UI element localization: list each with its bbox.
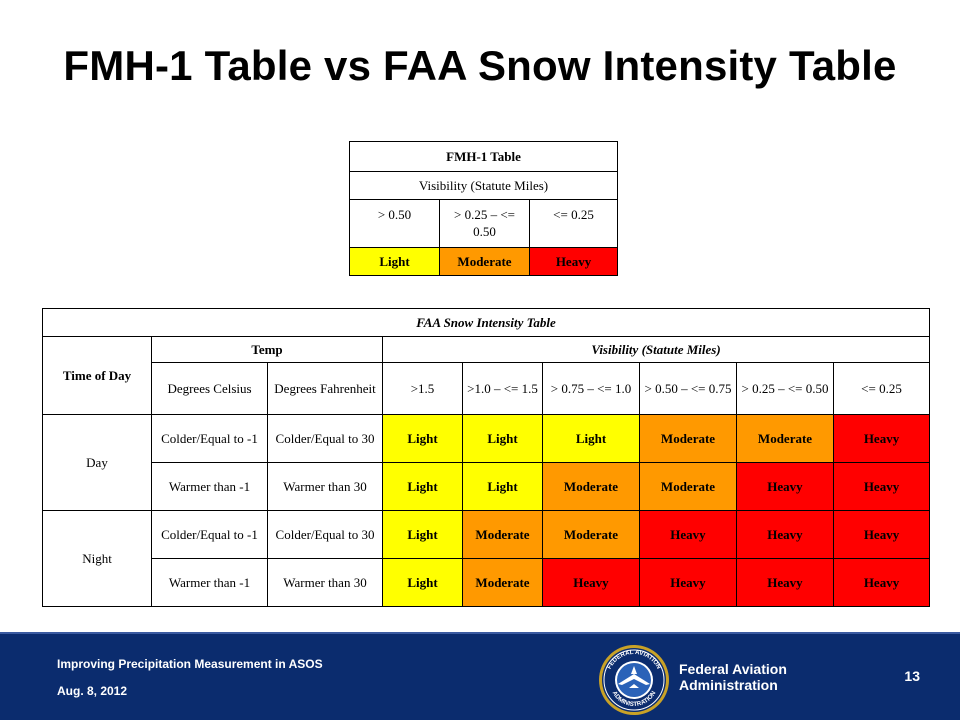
fmh-intensity-cell: Light [349, 247, 440, 276]
faa-seal-icon: FEDERAL AVIATION ADMINISTRATION [599, 645, 669, 715]
intensity-cell: Light [462, 414, 543, 463]
intensity-cell: Heavy [832, 414, 931, 463]
time-of-day-cell: Day [42, 414, 152, 511]
celsius-cell: Warmer than -1 [151, 462, 268, 511]
intensity-cell: Moderate [462, 510, 543, 559]
presentation-title: Improving Precipitation Measurement in A… [57, 657, 323, 671]
intensity-cell: Moderate [542, 510, 640, 559]
intensity-cell: Heavy [736, 462, 834, 511]
intensity-cell: Moderate [639, 462, 737, 511]
intensity-cell: Heavy [832, 558, 931, 607]
celsius-cell: Colder/Equal to -1 [151, 510, 268, 559]
time-of-day-cell: Night [42, 510, 152, 607]
footer-bar [0, 634, 960, 720]
faa-snow-intensity-table: FAA Snow Intensity Table Time of Day Tem… [41, 308, 931, 607]
visibility-column-header: > 0.50 – <= 0.75 [639, 362, 737, 415]
fahrenheit-cell: Warmer than 30 [267, 558, 383, 607]
intensity-cell: Moderate [639, 414, 737, 463]
intensity-cell: Heavy [736, 510, 834, 559]
fahrenheit-cell: Warmer than 30 [267, 462, 383, 511]
celsius-cell: Colder/Equal to -1 [151, 414, 268, 463]
temp-header: Temp [151, 336, 383, 363]
intensity-cell: Moderate [542, 462, 640, 511]
fmh-intensity-cell: Moderate [439, 247, 530, 276]
visibility-column-header: >1.5 [382, 362, 463, 415]
fmh-visibility-heading: Visibility (Statute Miles) [348, 171, 619, 200]
organization-name: Federal Aviation Administration [679, 661, 829, 693]
fahrenheit-column-header: Degrees Fahrenheit [267, 362, 383, 415]
intensity-cell: Heavy [542, 558, 640, 607]
intensity-cell: Heavy [832, 462, 931, 511]
fmh-table-heading: FMH-1 Table [348, 141, 619, 172]
table-row: Day Colder/Equal to -1 Colder/Equal to 3… [42, 414, 931, 511]
intensity-cell: Heavy [639, 558, 737, 607]
faa-table-heading: FAA Snow Intensity Table [41, 308, 931, 337]
time-of-day-header: Time of Day [42, 336, 152, 415]
visibility-header: Visibility (Statute Miles) [381, 336, 931, 363]
visibility-column-header: > 0.75 – <= 1.0 [542, 362, 640, 415]
intensity-cell: Light [462, 462, 543, 511]
organization-line-2: Administration [679, 677, 778, 693]
table-row: Warmer than -1 Warmer than 30 Light Mode… [43, 558, 931, 607]
intensity-cell: Moderate [736, 414, 834, 463]
intensity-cell: Light [382, 510, 463, 559]
presentation-date: Aug. 8, 2012 [57, 684, 128, 698]
fahrenheit-cell: Colder/Equal to 30 [267, 414, 383, 463]
celsius-cell: Warmer than -1 [151, 558, 268, 607]
intensity-cell: Light [382, 414, 463, 463]
footer-divider [0, 632, 960, 634]
intensity-cell: Moderate [462, 558, 543, 607]
table-row: Warmer than -1 Warmer than 30 Light Ligh… [43, 462, 931, 511]
visibility-column-header: <= 0.25 [832, 362, 931, 415]
fmh-1-table: FMH-1 Table Visibility (Statute Miles) >… [348, 141, 619, 276]
visibility-column-header: >1.0 – <= 1.5 [462, 362, 543, 415]
intensity-cell: Light [542, 414, 640, 463]
visibility-column-header: > 0.25 – <= 0.50 [736, 362, 834, 415]
intensity-cell: Heavy [639, 510, 737, 559]
slide-title: FMH-1 Table vs FAA Snow Intensity Table [63, 42, 897, 89]
intensity-cell: Light [382, 558, 463, 607]
fmh-intensity-cell: Heavy [528, 247, 619, 276]
fmh-range-cell: > 0.25 – <= 0.50 [439, 199, 530, 248]
table-row: Night Colder/Equal to -1 Colder/Equal to… [42, 510, 931, 607]
celsius-column-header: Degrees Celsius [151, 362, 268, 415]
fmh-range-cell: <= 0.25 [528, 199, 619, 248]
fmh-range-cell: > 0.50 [349, 199, 440, 248]
organization-line-1: Federal Aviation [679, 661, 787, 677]
page-number: 13 [904, 668, 920, 684]
intensity-cell: Heavy [832, 510, 931, 559]
intensity-cell: Heavy [736, 558, 834, 607]
fahrenheit-cell: Colder/Equal to 30 [267, 510, 383, 559]
intensity-cell: Light [382, 462, 463, 511]
